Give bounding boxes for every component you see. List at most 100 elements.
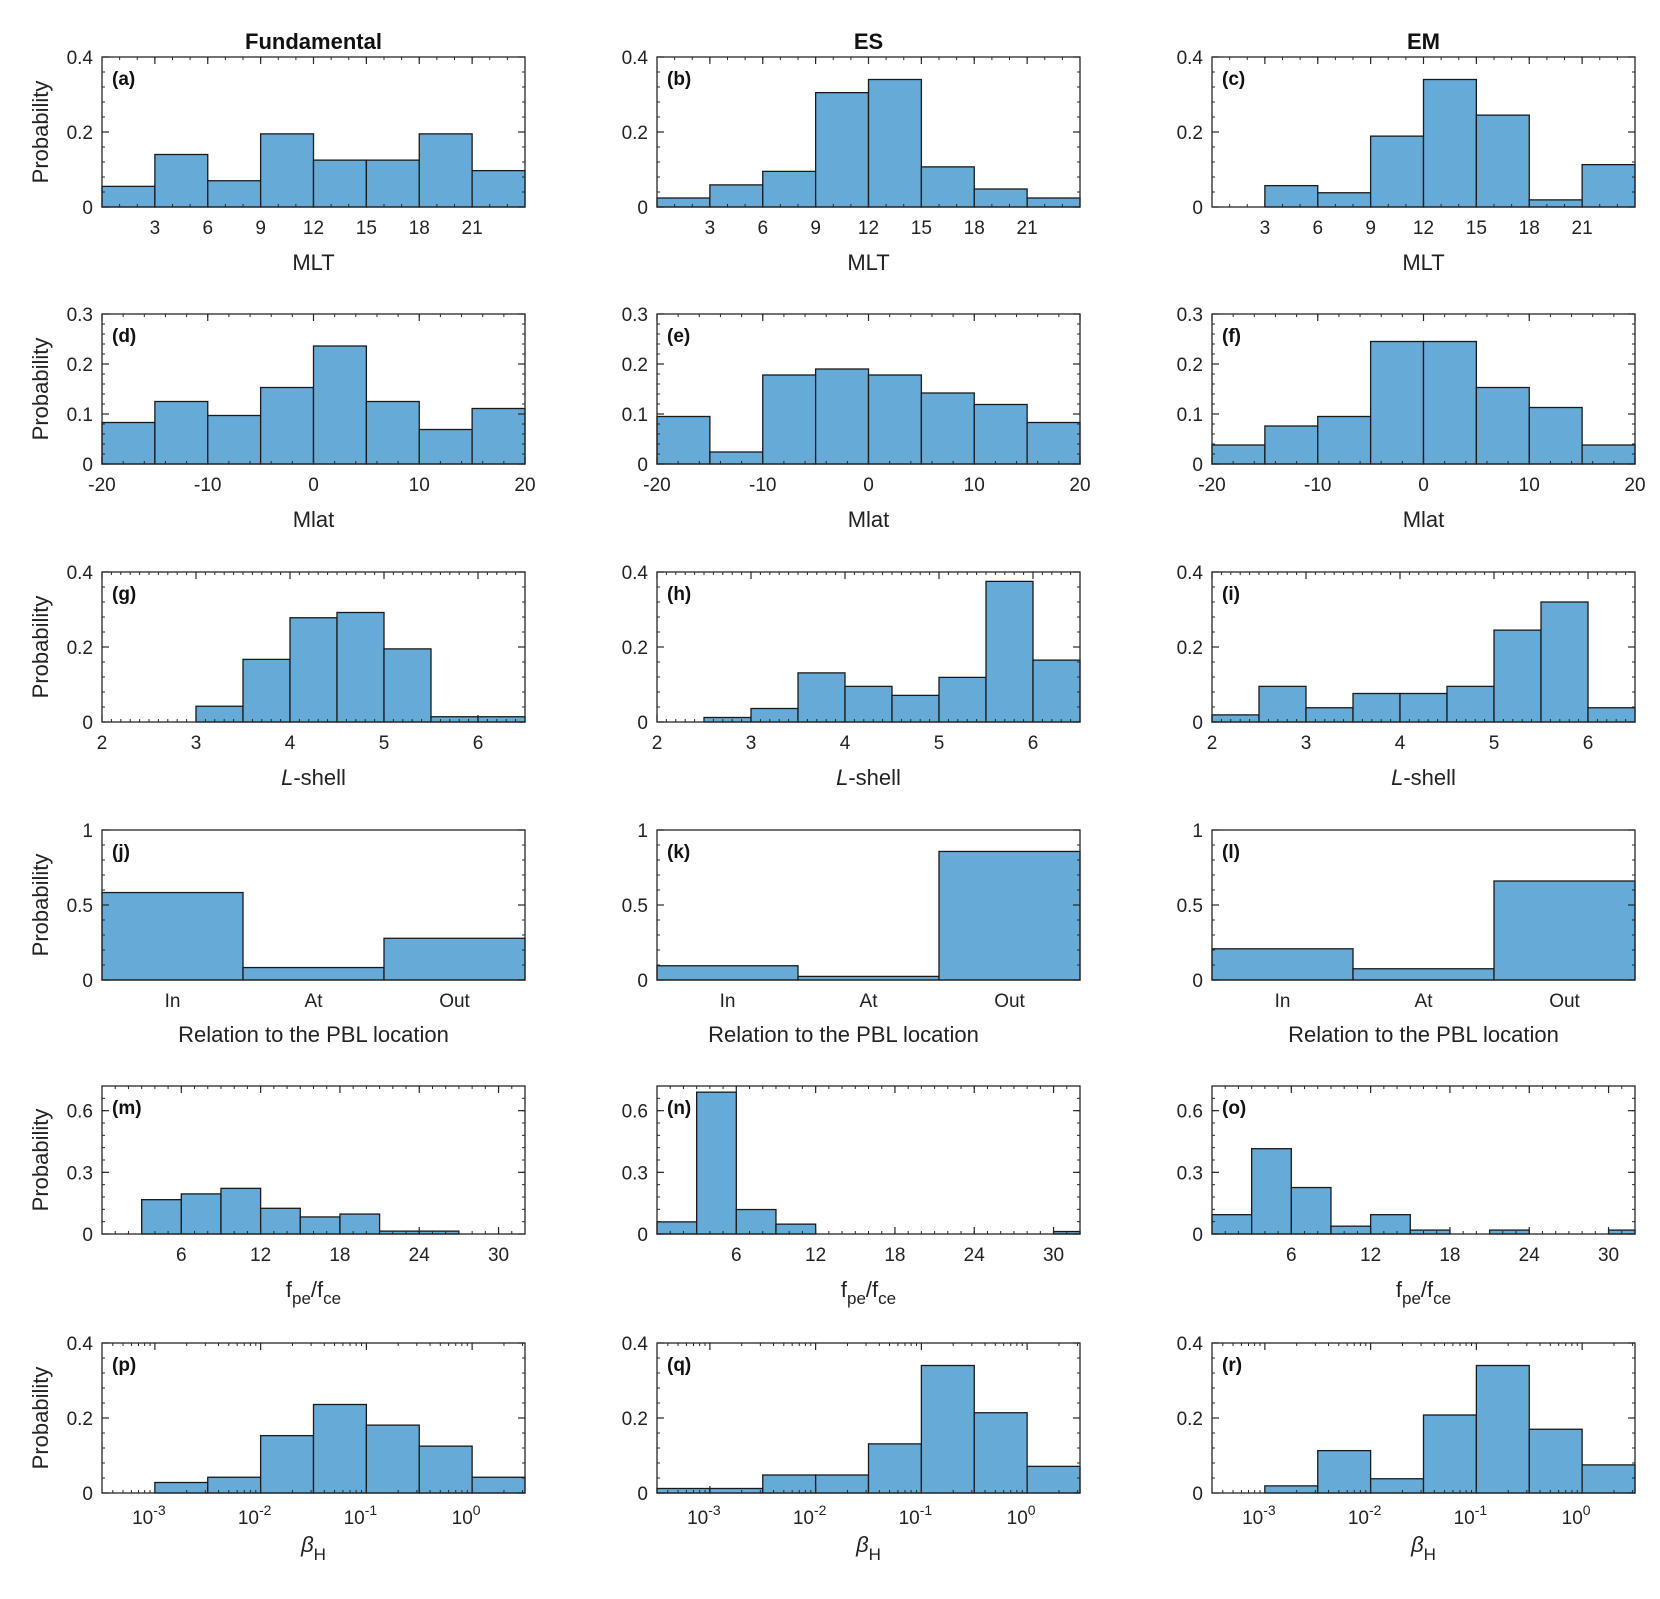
x-tick-label: Out (1549, 991, 1580, 1012)
x-tick-label: 10-1 (899, 1502, 933, 1529)
y-axis-label: Probability (28, 1109, 53, 1212)
bar (207, 180, 262, 208)
y-tick-label: 0.3 (67, 1163, 93, 1184)
bar (814, 1474, 870, 1494)
x-tick-label: 10 (1519, 475, 1540, 496)
y-tick-label: 0.4 (1177, 48, 1204, 69)
bar (1264, 1485, 1319, 1494)
panel-label: (q) (667, 1355, 691, 1376)
bar (259, 1207, 301, 1235)
x-tick-label: In (1275, 991, 1291, 1012)
bar (259, 386, 315, 465)
x-tick-label: 4 (840, 733, 851, 754)
y-axis: 0 0.1 0.2 0.3 (67, 305, 525, 476)
y-tick-label: 0 (637, 713, 648, 734)
bar (703, 716, 752, 723)
x-axis: 2 3 4 5 6 (1207, 572, 1593, 754)
bars (656, 78, 1081, 208)
x-axis: 3 6 9 12 15 18 21 (705, 57, 1038, 239)
x-tick-label: 5 (934, 733, 945, 754)
x-tick-label: 10 (964, 475, 985, 496)
bar (312, 345, 368, 465)
bars (656, 1091, 1081, 1235)
y-tick-label: 0 (637, 455, 648, 476)
x-axis-label: MLT (847, 250, 889, 275)
x-axis: 10-3 10-2 10-1 100 (1242, 1343, 1591, 1529)
x-tick-label: In (165, 991, 181, 1012)
x-axis: 3 6 9 12 15 18 21 (1260, 57, 1593, 239)
y-tick-label: 0.6 (67, 1102, 93, 1123)
x-axis-label: Relation to the PBL location (1288, 1022, 1559, 1047)
bar (418, 133, 473, 208)
x-tick-label: 0 (1418, 475, 1429, 496)
y-tick-label: 0.2 (67, 638, 93, 659)
x-tick-label: Out (439, 991, 470, 1012)
x-tick-label: 18 (964, 218, 985, 239)
x-tick-label: 100 (1562, 1502, 1591, 1529)
y-axis: 0 0.2 0.4 (622, 48, 1080, 219)
x-tick-label: 5 (379, 733, 390, 754)
bars (1211, 880, 1636, 981)
bar (1475, 1364, 1530, 1494)
bar (1352, 968, 1495, 981)
x-axis: 3 6 9 12 15 18 21 (150, 57, 483, 239)
panel-label: (d) (112, 326, 136, 347)
bars (101, 345, 526, 465)
panel-label: (j) (112, 842, 130, 863)
bar (814, 91, 870, 208)
bar (938, 850, 1081, 981)
x-tick-label: 100 (1007, 1502, 1036, 1529)
bar (141, 1199, 182, 1235)
x-axis: -20 -10 0 10 20 (88, 314, 536, 496)
x-axis-label: Mlat (293, 507, 335, 532)
y-tick-label: 0.2 (622, 123, 648, 144)
y-tick-label: 0.4 (1177, 1334, 1204, 1355)
bar (1264, 184, 1319, 208)
panel-c: 3 6 9 12 15 18 21 0 0.2 0.4 (c) MLT (1177, 48, 1636, 275)
y-tick-label: 0 (1192, 1225, 1203, 1246)
bar (154, 153, 209, 208)
y-tick-label: 0.2 (67, 355, 93, 376)
bar (735, 1208, 777, 1235)
x-tick-label: 6 (473, 733, 484, 754)
x-tick-label: 6 (1286, 1245, 1297, 1266)
x-tick-label: 15 (911, 218, 932, 239)
y-tick-label: 0.2 (1177, 123, 1203, 144)
y-tick-label: 0.3 (1177, 305, 1203, 326)
y-axis: 0 0.2 0.4 (1177, 48, 1635, 219)
panel-label: (n) (667, 1098, 691, 1119)
x-tick-label: 2 (97, 733, 108, 754)
bar (656, 415, 711, 465)
x-tick-label: 20 (514, 475, 535, 496)
y-axis-label: Probability (28, 1367, 53, 1470)
x-axis-label: Relation to the PBL location (178, 1022, 449, 1047)
bar (1422, 1414, 1478, 1494)
bar (101, 421, 156, 465)
bar (471, 407, 526, 465)
bar (1211, 444, 1266, 465)
bar (365, 1424, 420, 1494)
y-tick-label: 0 (637, 198, 648, 219)
minor-ticks (101, 571, 526, 723)
x-tick-label: 5 (1489, 733, 1500, 754)
x-tick-label: 9 (255, 218, 266, 239)
x-tick-label: 3 (150, 218, 161, 239)
bar (867, 1443, 923, 1494)
x-tick-label: 18 (409, 218, 430, 239)
bar (985, 580, 1034, 723)
x-axis: In At Out (1275, 991, 1581, 1012)
bar (1369, 340, 1425, 465)
y-axis-label: Probability (28, 596, 53, 699)
x-tick-label: 0 (863, 475, 874, 496)
panel-label: (l) (1222, 842, 1240, 863)
bar (867, 78, 923, 208)
x-axis-label: βH (1410, 1532, 1436, 1564)
bar (1026, 421, 1081, 465)
bar (1581, 1464, 1636, 1494)
bar (1211, 714, 1260, 723)
panel-o: 6 12 18 24 30 0 0.3 0.6 (o) fpe/fce (1177, 1085, 1636, 1308)
y-tick-label: 0.4 (622, 1334, 649, 1355)
x-axis: 6 12 18 24 30 (1286, 1086, 1619, 1266)
x-tick-label: 6 (757, 218, 768, 239)
panel-label: (p) (112, 1355, 136, 1376)
